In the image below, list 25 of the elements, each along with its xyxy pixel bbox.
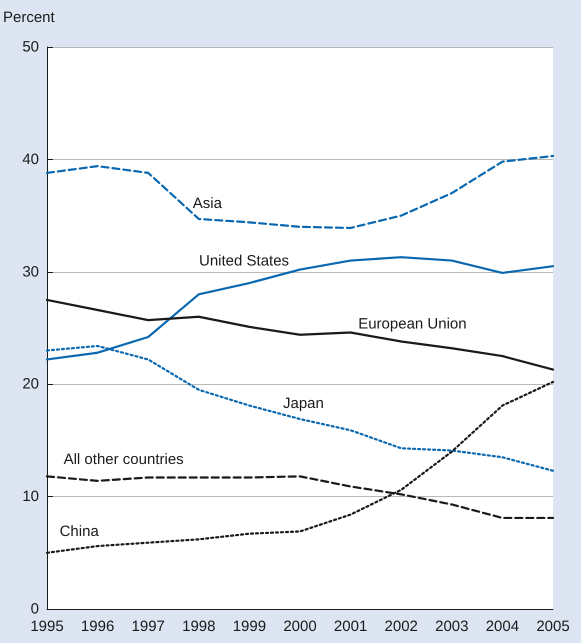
x-tick-label: 2000	[283, 618, 317, 635]
y-axis-title: Percent	[3, 9, 56, 26]
x-tick-label: 1998	[182, 618, 216, 635]
x-tick-label: 1995	[30, 618, 64, 635]
x-tick-label: 2002	[384, 618, 418, 635]
x-tick-label: 2005	[536, 618, 570, 635]
x-tick-label: 1997	[132, 618, 165, 635]
x-tick-label: 2004	[486, 618, 520, 635]
line-series	[46, 154, 554, 230]
series-label: Japan	[283, 395, 324, 412]
x-tick-label: 2001	[334, 618, 368, 635]
series-label: European Union	[358, 315, 467, 332]
x-tick-label: 2003	[435, 618, 468, 635]
series-label: China	[60, 523, 100, 540]
y-tick-label: 10	[22, 488, 39, 506]
y-tick-label: 40	[22, 150, 39, 168]
series-label: Asia	[192, 194, 223, 212]
y-tick-label: 20	[22, 376, 39, 393]
series-label: United States	[199, 252, 290, 270]
x-tick-label: 1996	[80, 618, 114, 635]
y-tick-label: 50	[22, 38, 39, 56]
series-label: All other countries	[64, 450, 184, 468]
x-tick-label: 1999	[232, 618, 266, 635]
y-tick-label: 30	[22, 263, 39, 280]
y-tick-label: 0	[30, 600, 39, 618]
